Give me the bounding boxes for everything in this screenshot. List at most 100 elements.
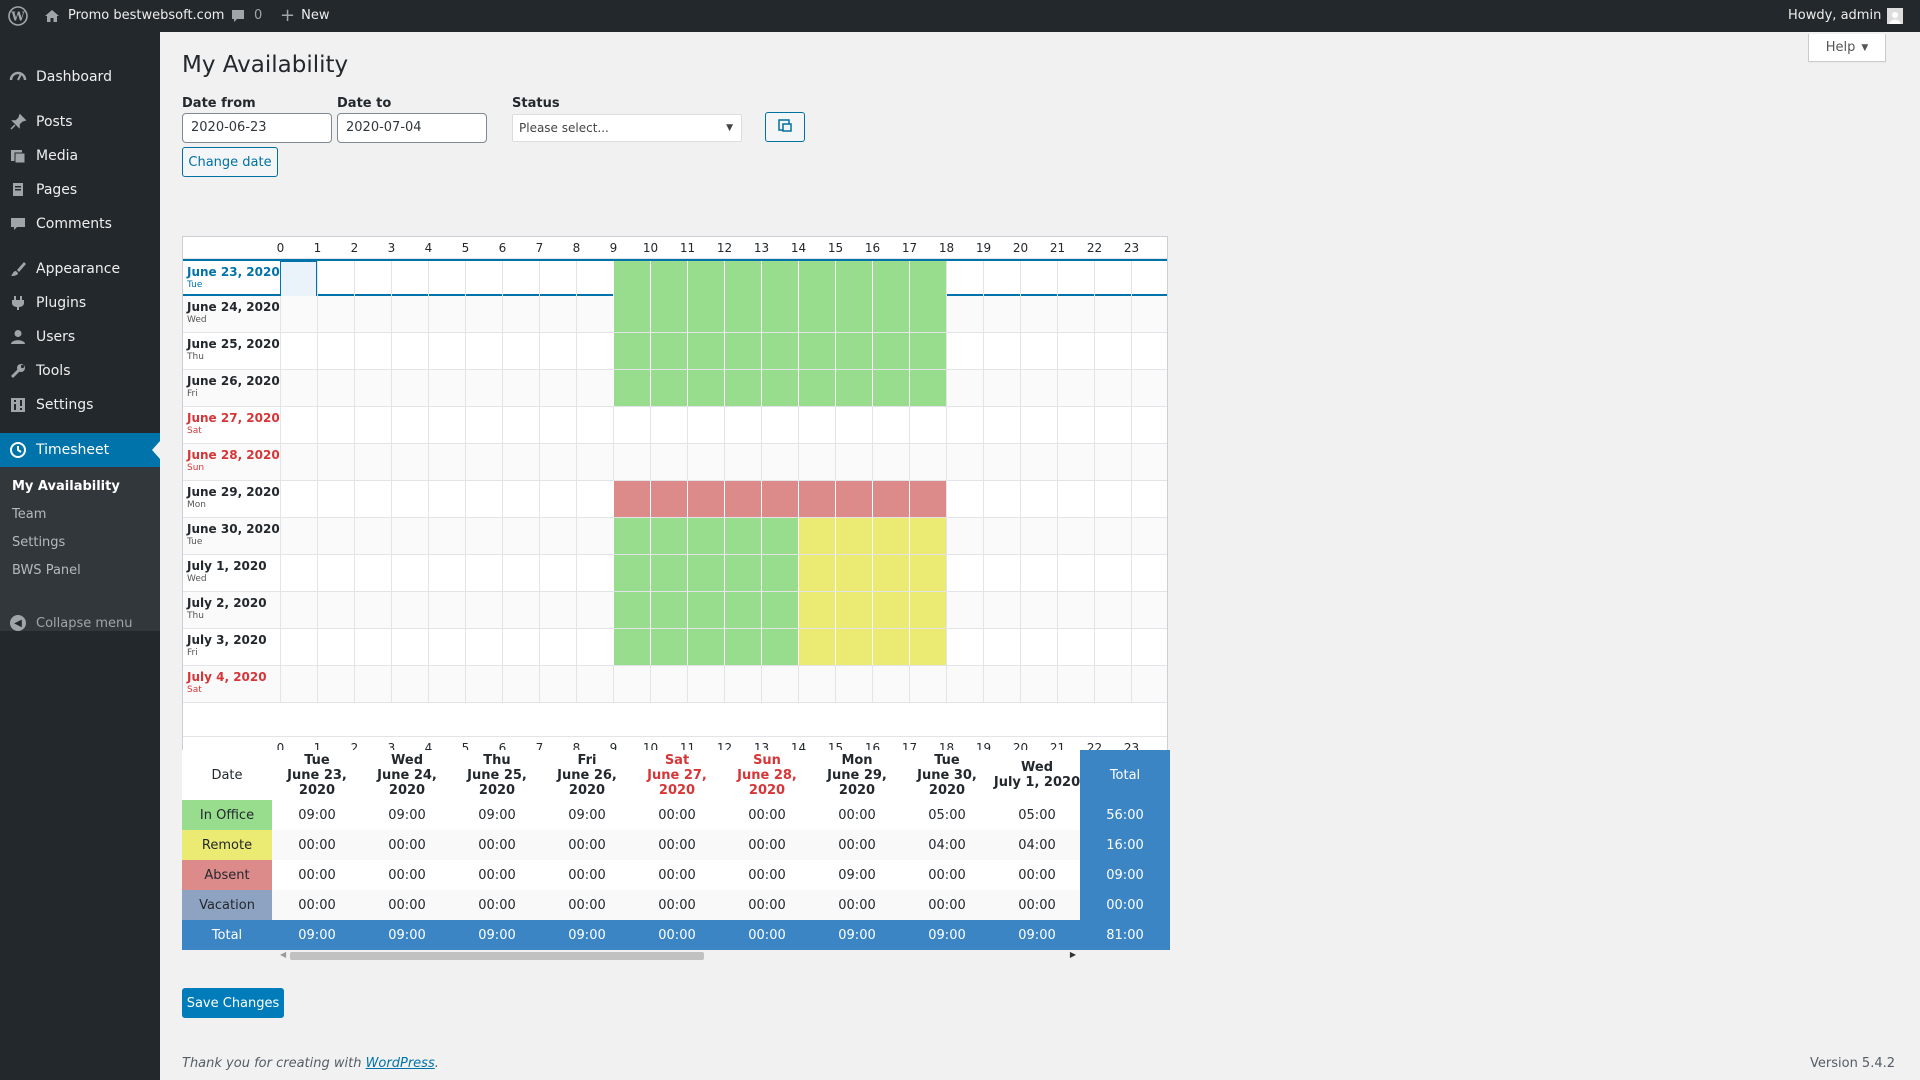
- hour-cell[interactable]: [909, 629, 946, 665]
- hour-cell[interactable]: [502, 444, 539, 480]
- wordpress-logo-icon[interactable]: W: [8, 0, 28, 32]
- wordpress-link[interactable]: WordPress: [365, 1056, 435, 1071]
- hour-cell[interactable]: [872, 261, 909, 297]
- hour-cell[interactable]: [539, 555, 576, 591]
- account-menu[interactable]: Howdy, admin: [1788, 0, 1904, 32]
- hour-cell[interactable]: [317, 261, 354, 297]
- hour-cell[interactable]: [465, 333, 502, 369]
- menu-comments[interactable]: Comments: [0, 207, 160, 241]
- hour-cell[interactable]: [650, 666, 687, 702]
- hour-cell[interactable]: [872, 333, 909, 369]
- hour-cell[interactable]: [317, 518, 354, 554]
- hour-cell[interactable]: [613, 333, 650, 369]
- hour-cell[interactable]: [835, 370, 872, 406]
- hour-cell[interactable]: [983, 629, 1020, 665]
- hour-cell[interactable]: [354, 370, 391, 406]
- hour-cell[interactable]: [1131, 555, 1168, 591]
- hour-cell[interactable]: [946, 555, 983, 591]
- hour-cell[interactable]: [1057, 444, 1094, 480]
- hour-cell[interactable]: [909, 407, 946, 443]
- summary-horizontal-scrollbar[interactable]: ◀ ▶: [280, 950, 1076, 962]
- hour-cell[interactable]: [687, 407, 724, 443]
- hour-cell[interactable]: [391, 629, 428, 665]
- hour-cell[interactable]: [1057, 592, 1094, 628]
- hour-cell[interactable]: [1094, 481, 1131, 517]
- hour-cell[interactable]: [613, 370, 650, 406]
- hour-cell[interactable]: [835, 333, 872, 369]
- hour-cell[interactable]: [1057, 481, 1094, 517]
- hour-cell[interactable]: [1020, 518, 1057, 554]
- new-content-link[interactable]: + New: [280, 0, 329, 32]
- hour-cell[interactable]: [761, 444, 798, 480]
- hour-cell[interactable]: [539, 481, 576, 517]
- hour-cell[interactable]: [1057, 407, 1094, 443]
- hour-cell[interactable]: [1057, 629, 1094, 665]
- hour-cell[interactable]: [428, 370, 465, 406]
- hour-cell[interactable]: [354, 592, 391, 628]
- hour-cell[interactable]: [1094, 261, 1131, 297]
- hour-cell[interactable]: [798, 444, 835, 480]
- menu-tools[interactable]: Tools: [0, 354, 160, 388]
- hour-cell[interactable]: [835, 555, 872, 591]
- date-to-input[interactable]: 2020-07-04: [337, 113, 487, 143]
- scroll-right-icon[interactable]: ▶: [1069, 950, 1076, 959]
- hour-cell[interactable]: [650, 333, 687, 369]
- hour-cell[interactable]: [798, 333, 835, 369]
- hour-cell[interactable]: [1131, 261, 1168, 297]
- menu-posts[interactable]: Posts: [0, 105, 160, 139]
- hour-cell[interactable]: [909, 592, 946, 628]
- hour-cell[interactable]: [428, 518, 465, 554]
- scroll-left-icon[interactable]: ◀: [280, 950, 287, 959]
- hour-cell[interactable]: [687, 592, 724, 628]
- hour-cell[interactable]: [613, 407, 650, 443]
- hour-cell[interactable]: [983, 555, 1020, 591]
- hour-cell[interactable]: [465, 666, 502, 702]
- hour-cell[interactable]: [280, 370, 317, 406]
- hour-cell[interactable]: [539, 518, 576, 554]
- hour-cell[interactable]: [391, 370, 428, 406]
- hour-cell[interactable]: [798, 629, 835, 665]
- hour-cell[interactable]: [761, 592, 798, 628]
- hour-cell[interactable]: [1020, 407, 1057, 443]
- hour-cell[interactable]: [391, 555, 428, 591]
- hour-cell[interactable]: [1020, 592, 1057, 628]
- apply-status-button[interactable]: [765, 112, 805, 142]
- hour-cell[interactable]: [539, 261, 576, 297]
- hour-cell[interactable]: [909, 481, 946, 517]
- hour-cell[interactable]: [761, 333, 798, 369]
- hour-cell[interactable]: [946, 261, 983, 297]
- menu-users[interactable]: Users: [0, 320, 160, 354]
- hour-cell[interactable]: [650, 592, 687, 628]
- hour-cell[interactable]: [835, 592, 872, 628]
- hour-cell[interactable]: [946, 629, 983, 665]
- hour-cell[interactable]: [687, 518, 724, 554]
- hour-cell[interactable]: [428, 666, 465, 702]
- hour-cell[interactable]: [280, 333, 317, 369]
- hour-cell[interactable]: [502, 407, 539, 443]
- hour-cell[interactable]: [687, 481, 724, 517]
- hour-cell[interactable]: [946, 370, 983, 406]
- hour-cell[interactable]: [724, 444, 761, 480]
- hour-cell[interactable]: [576, 592, 613, 628]
- submenu-team[interactable]: Team: [12, 507, 47, 522]
- hour-cell[interactable]: [613, 592, 650, 628]
- hour-cell[interactable]: [724, 407, 761, 443]
- hour-cell[interactable]: [724, 333, 761, 369]
- hour-cell[interactable]: [946, 333, 983, 369]
- hour-cell[interactable]: [502, 481, 539, 517]
- hour-cell[interactable]: [872, 555, 909, 591]
- menu-pages[interactable]: Pages: [0, 173, 160, 207]
- hour-cell[interactable]: [983, 370, 1020, 406]
- hour-cell[interactable]: [280, 592, 317, 628]
- hour-cell[interactable]: [613, 666, 650, 702]
- hour-cell[interactable]: [428, 261, 465, 297]
- hour-cell[interactable]: [465, 629, 502, 665]
- hour-cell[interactable]: [946, 666, 983, 702]
- hour-cell[interactable]: [650, 407, 687, 443]
- hour-cell[interactable]: [1020, 666, 1057, 702]
- hour-cell[interactable]: [502, 333, 539, 369]
- hour-cell[interactable]: [502, 592, 539, 628]
- hour-cell[interactable]: [465, 518, 502, 554]
- hour-cell[interactable]: [909, 444, 946, 480]
- hour-cell[interactable]: [983, 444, 1020, 480]
